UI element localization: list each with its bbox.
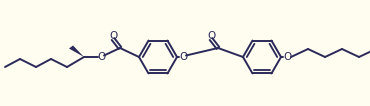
Polygon shape (69, 45, 84, 57)
Text: O: O (283, 52, 291, 62)
Text: O: O (207, 31, 215, 41)
Text: O: O (109, 31, 117, 41)
Text: O: O (97, 52, 105, 62)
Text: O: O (179, 52, 187, 62)
